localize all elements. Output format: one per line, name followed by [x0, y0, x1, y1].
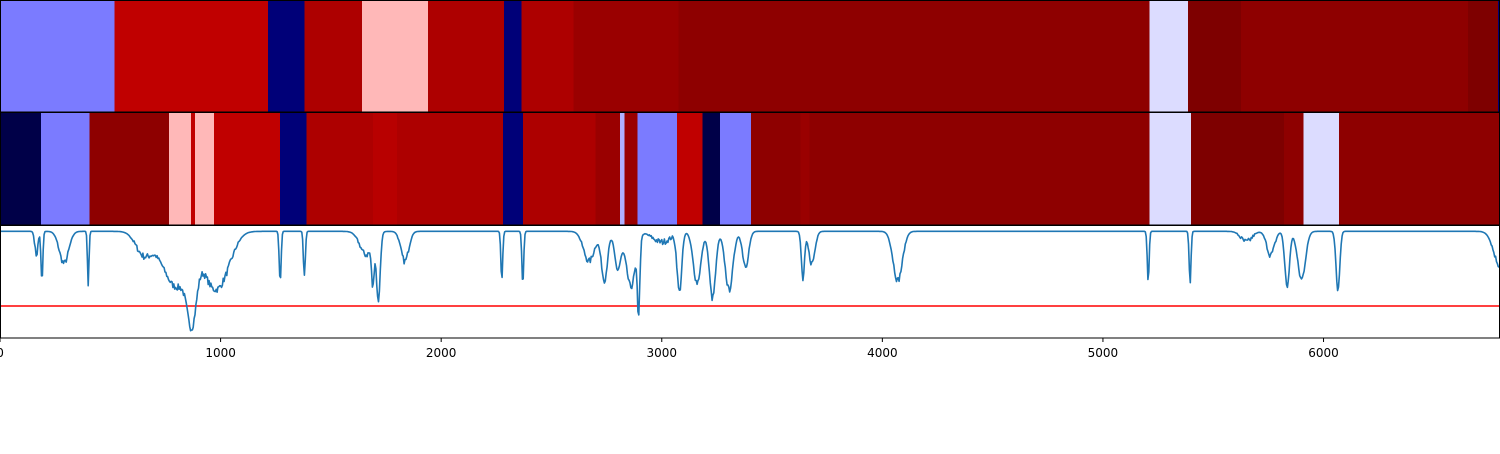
line-plot-panel	[0, 230, 1500, 332]
heatmap-cell	[809, 113, 1150, 225]
heatmap-cell	[702, 113, 721, 225]
heatmap-cell	[168, 113, 191, 225]
heatmap-cell	[213, 113, 281, 225]
heatmap-cell	[1303, 113, 1339, 225]
heatmap-cell	[268, 1, 305, 112]
heatmap-cell	[0, 1, 115, 112]
x-tick-label: 4000	[867, 346, 898, 360]
heatmap-cell	[1283, 113, 1304, 225]
heatmap-cell	[372, 113, 398, 225]
signal-line	[0, 230, 1500, 332]
heatmap-cell	[1497, 1, 1500, 112]
heatmap-cell	[720, 113, 752, 225]
heatmap-cell	[361, 1, 428, 112]
heatmap-cell	[504, 1, 522, 112]
x-tick-label: 2000	[426, 346, 457, 360]
heatmap-cell	[427, 1, 505, 112]
heatmap-cell	[677, 113, 703, 225]
heatmap-cell	[1468, 1, 1498, 112]
heatmap-cell	[502, 113, 523, 225]
heatmap-cell	[114, 1, 269, 112]
heatmap-cell	[521, 1, 574, 112]
heatmap-cell	[397, 113, 503, 225]
x-tick-label: 3000	[646, 346, 677, 360]
heatmap-cell	[1149, 1, 1188, 112]
heatmap-cell	[89, 113, 169, 225]
heatmap-cell	[595, 113, 620, 225]
x-tick-label: 1000	[205, 346, 236, 360]
heatmap-cell	[304, 1, 362, 112]
heatmap-cell	[0, 113, 41, 225]
heatmap-cell	[624, 113, 638, 225]
heatmap-cell	[573, 1, 679, 112]
x-tick-label: 6000	[1308, 346, 1339, 360]
heatmap-cell	[678, 1, 1150, 112]
heatmap-track-bottom	[0, 113, 1500, 225]
heatmap-cell	[1338, 113, 1500, 225]
x-tick-label: 0	[0, 346, 4, 360]
heatmap-track-top	[0, 1, 1500, 112]
heatmap-cell	[800, 113, 810, 225]
heatmap-cell	[1187, 1, 1241, 112]
heatmap-cell	[1149, 113, 1192, 225]
heatmap-cell	[751, 113, 801, 225]
heatmap-cell	[1240, 1, 1469, 112]
heatmap-cell	[637, 113, 678, 225]
heatmap-cell	[190, 113, 196, 225]
heatmap-cell	[40, 113, 90, 225]
x-tick-label: 5000	[1088, 346, 1119, 360]
heatmap-cell	[280, 113, 307, 225]
heatmap-cell	[522, 113, 596, 225]
heatmap-cell	[306, 113, 373, 225]
heatmap-cell	[195, 113, 214, 225]
heatmap-cell	[619, 113, 625, 225]
heatmap-cell	[1191, 113, 1284, 225]
x-axis: 0 1000 2000 3000 4000 5000 6000	[0, 338, 1339, 360]
